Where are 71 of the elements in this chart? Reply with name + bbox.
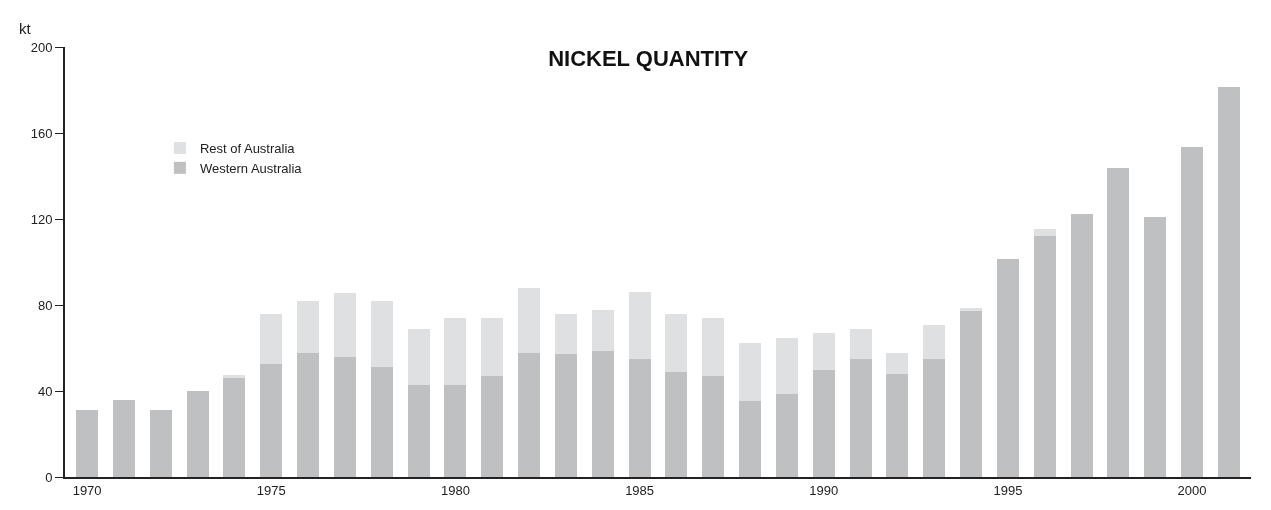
bar [886,373,909,477]
bar [702,317,725,376]
bar [407,384,430,477]
legend-label: Rest of Australia [199,141,296,157]
bar [923,325,946,359]
bar [1144,216,1167,477]
bar [186,391,209,477]
bar [1070,213,1093,477]
bar [1107,168,1130,477]
bar [591,351,614,477]
bar [739,342,762,401]
bar [665,371,688,477]
bar [775,394,798,477]
bar [76,410,99,477]
bar [812,369,835,477]
y-tick-label: 120 [30,211,53,227]
bar [297,300,320,354]
bar [960,311,983,477]
y-tick-label: 160 [30,125,53,141]
x-tick-label: 1970 [72,482,102,498]
bar [554,313,577,355]
bar [960,308,983,312]
bar [297,353,320,477]
bar [591,310,614,352]
bar [444,384,467,477]
bar [149,410,172,477]
bar [112,399,135,477]
x-tick-label: 1985 [625,482,655,498]
bar [923,358,946,477]
bar [1033,236,1056,477]
x-tick-label: 1975 [256,482,286,498]
bar [444,317,467,385]
bar [518,287,541,354]
bar [775,338,798,395]
bar [370,300,393,368]
y-tick-label: 0 [45,469,53,485]
bar [1181,146,1204,477]
bar [223,378,246,477]
bar [849,328,872,359]
chart-title: NICKEL QUANTITY [548,46,749,72]
bar [518,353,541,477]
y-tick-label: 200 [30,39,53,55]
x-tick-label: 2000 [1177,482,1207,498]
bar [481,375,504,477]
bar [849,358,872,477]
legend-label: Western Australia [199,160,303,176]
bar [739,400,762,477]
bar [333,293,356,357]
bar [481,317,504,376]
bar [628,358,651,477]
y-axis-title: kt [19,20,32,37]
bar [370,367,393,477]
bar [260,364,283,477]
bar [1217,86,1240,477]
bar [665,313,688,372]
bar [333,356,356,477]
bar [702,375,725,477]
y-tick-label: 80 [37,297,53,313]
y-tick-label: 40 [37,383,53,399]
bar [260,313,283,365]
bar [407,328,430,385]
bar [628,292,651,359]
bar [996,258,1019,477]
x-tick-label: 1980 [440,482,470,498]
bar [554,354,577,477]
x-tick-label: 1990 [809,482,839,498]
bar [223,374,246,379]
bar [886,353,909,374]
x-tick-label: 1995 [993,482,1023,498]
bar [812,332,835,370]
bar [1033,228,1056,237]
